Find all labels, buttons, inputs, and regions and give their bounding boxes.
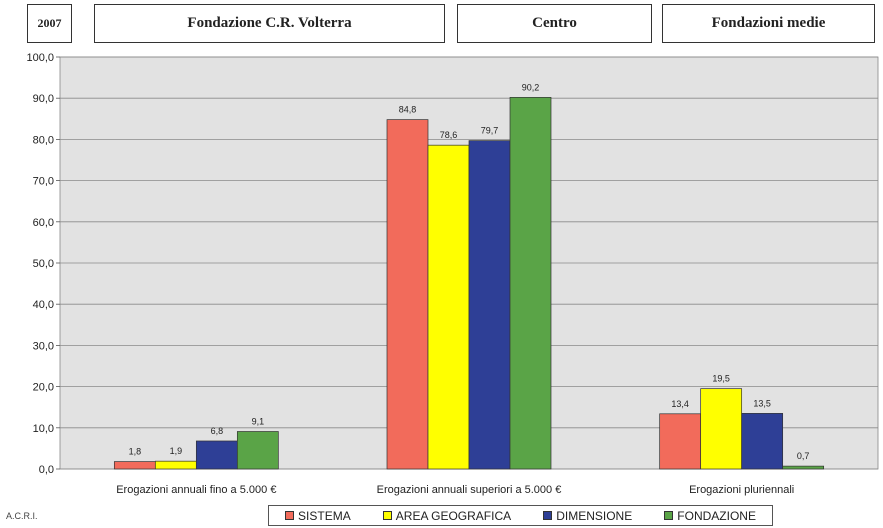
legend-item: AREA GEOGRAFICA xyxy=(382,508,512,523)
legend-label: FONDAZIONE xyxy=(677,508,756,523)
source-note: A.C.R.I. xyxy=(6,511,38,521)
data-label: 0,7 xyxy=(797,451,810,461)
data-label: 19,5 xyxy=(712,374,730,384)
y-tick-label: 90,0 xyxy=(33,93,54,105)
bar xyxy=(236,431,279,470)
bar xyxy=(700,388,743,470)
y-tick-label: 0,0 xyxy=(39,464,54,476)
x-category-label: Erogazioni pluriennali xyxy=(689,484,794,496)
x-category-label: Erogazioni annuali fino a 5.000 € xyxy=(116,484,276,496)
header-year: 2007 xyxy=(37,16,62,30)
legend-swatch xyxy=(285,511,295,520)
legend-swatch xyxy=(543,511,553,520)
y-tick-label: 100,0 xyxy=(26,52,54,64)
header-area: Centro xyxy=(532,15,577,31)
bar-chart: 0,0 10,0 20,0 30,0 40,0 50,0 60,0 70,0 80,0 90,0 1… xyxy=(26,52,879,496)
data-label: 90,2 xyxy=(522,82,540,92)
bar xyxy=(113,461,156,470)
data-label: 79,7 xyxy=(481,126,499,136)
data-label: 13,4 xyxy=(671,399,689,409)
bar xyxy=(782,465,825,470)
legend-swatch xyxy=(382,511,392,520)
legend-item: FONDAZIONE xyxy=(664,509,756,523)
bar xyxy=(386,119,429,470)
legend-item: SISTEMA xyxy=(285,509,351,523)
header-dimensione: Fondazioni medie xyxy=(711,15,826,31)
data-label: 6,8 xyxy=(211,426,224,436)
data-label: 78,6 xyxy=(440,130,458,140)
legend-item: DIMENSIONE xyxy=(543,509,632,523)
data-label: 1,9 xyxy=(170,446,183,456)
bar xyxy=(659,413,702,470)
y-tick-label: 40,0 xyxy=(33,299,54,311)
chart-legend: SISTEMA AREA GEOGRAFICA DIMENSIONE FONDAZIO… xyxy=(268,505,773,526)
data-label: 9,1 xyxy=(252,417,265,427)
y-tick-label: 70,0 xyxy=(33,176,54,188)
header-year-box: 2007 xyxy=(27,4,72,43)
data-label: 84,8 xyxy=(399,105,417,115)
legend-label: AREA GEOGRAFICA xyxy=(395,508,512,523)
header-fondazione: Fondazione C.R. Volterra xyxy=(187,15,352,31)
bar xyxy=(741,413,784,470)
data-label: 13,5 xyxy=(753,398,771,408)
y-tick-label: 30,0 xyxy=(33,340,54,352)
data-label: 1,8 xyxy=(129,447,142,457)
header-fondazione-box: Fondazione C.R. Volterra xyxy=(94,4,445,43)
y-tick-label: 60,0 xyxy=(33,217,54,229)
header-dimensione-box: Fondazioni medie xyxy=(662,4,875,43)
legend-label: SISTEMA xyxy=(298,508,351,523)
bar xyxy=(154,460,197,470)
header-area-box: Centro xyxy=(457,4,652,43)
bar xyxy=(427,144,470,470)
y-tick-label: 20,0 xyxy=(33,382,54,394)
y-tick-label: 10,0 xyxy=(33,423,54,435)
bar xyxy=(195,440,238,470)
x-category-label: Erogazioni annuali superiori a 5.000 € xyxy=(377,484,562,496)
y-tick-label: 50,0 xyxy=(33,258,54,270)
bar xyxy=(468,140,511,470)
legend-label: DIMENSIONE xyxy=(556,508,633,523)
y-tick-label: 80,0 xyxy=(33,134,54,146)
bar xyxy=(509,97,552,470)
legend-swatch xyxy=(664,511,674,520)
